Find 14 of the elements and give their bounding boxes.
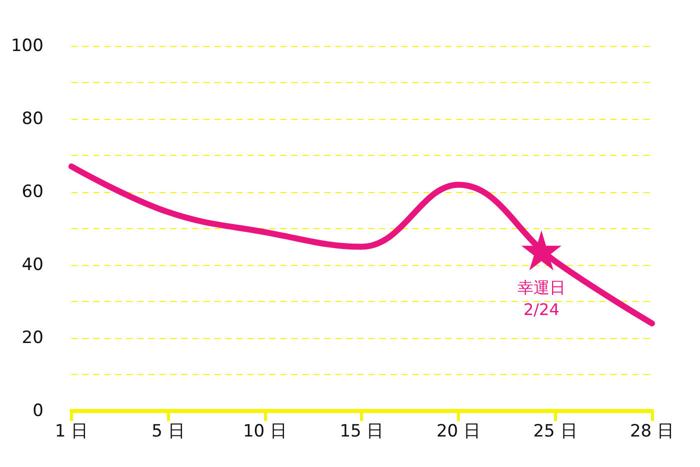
x-tick-label: 10 日 (242, 422, 287, 442)
annotation: 幸運日 2/24 (517, 278, 566, 319)
y-tick-label: 100 (10, 36, 44, 56)
x-tick-label: 28 日 (630, 422, 674, 442)
x-tick-label: 1 日 (54, 422, 88, 442)
x-tick-label: 5 日 (152, 422, 185, 442)
x-tick-label: 15 日 (340, 422, 384, 442)
y-tick-label: 60 (22, 182, 44, 202)
y-tick-label: 0 (32, 401, 44, 421)
y-tick-label: 20 (22, 328, 44, 348)
y-tick-label: 40 (22, 255, 44, 275)
x-tick-label: 20 日 (436, 422, 481, 442)
x-tick-label: 25 日 (533, 422, 578, 442)
y-tick-label: 80 (22, 109, 44, 129)
